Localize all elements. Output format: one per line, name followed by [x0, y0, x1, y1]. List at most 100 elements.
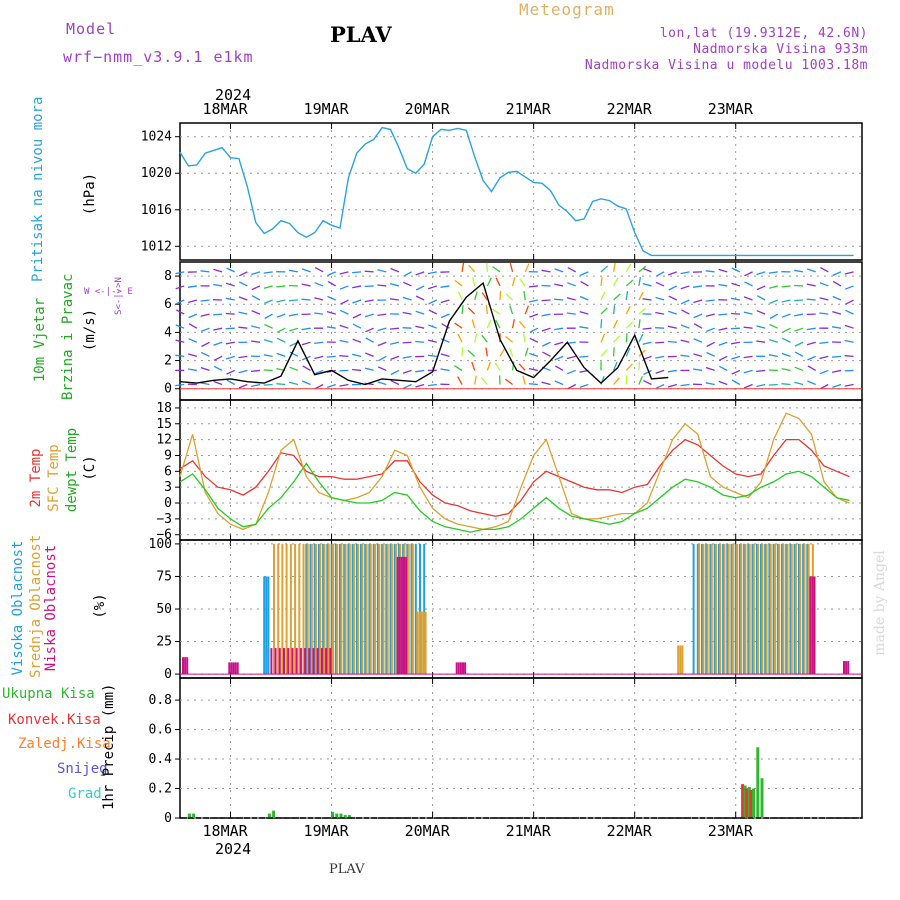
wind-arrow	[276, 299, 286, 303]
wind-arrow	[541, 313, 551, 317]
wind-arrow	[655, 296, 665, 301]
wind-arrow	[705, 270, 715, 273]
wind-arrow	[468, 264, 476, 273]
day-label: 19MAR	[303, 822, 349, 840]
product-title: Meteogram	[519, 0, 615, 19]
wind-arrow	[301, 268, 311, 273]
wind-arrow	[781, 352, 791, 357]
wind-arrow	[326, 369, 336, 373]
wind-arrow	[327, 295, 337, 301]
wind-arrow	[680, 299, 690, 305]
wind-arrow	[566, 312, 576, 315]
wind-arrow	[768, 271, 778, 274]
y-tick-label: 1016	[141, 203, 172, 218]
wind-arrow	[499, 290, 502, 301]
t2m-line	[179, 438, 850, 517]
wind-arrow	[485, 347, 488, 357]
wind-arrow	[769, 299, 779, 305]
wind-arrow	[288, 299, 298, 302]
wind-arrow	[251, 325, 261, 329]
wind-arrow	[524, 263, 530, 273]
wind-arrow	[263, 354, 273, 357]
wind-arrow	[667, 369, 677, 373]
wind-arrow	[600, 307, 608, 315]
wind-arrow	[428, 324, 438, 329]
wind-arrow	[528, 299, 538, 303]
wind-arrow	[542, 351, 551, 357]
wind-arrow	[567, 267, 577, 273]
wind-arrow	[352, 313, 362, 319]
wind-arrow	[718, 268, 728, 273]
wind-arrow	[625, 279, 634, 287]
wind-arrow	[625, 363, 633, 371]
wind-arrow	[743, 355, 753, 359]
station-title: PLAV	[330, 22, 392, 47]
wind-arrow	[225, 312, 235, 315]
wind-arrow	[314, 267, 324, 273]
wind-arrow	[225, 297, 235, 301]
wind-arrow	[819, 369, 829, 375]
wind-arrow	[730, 341, 741, 345]
wind-arrow	[505, 293, 514, 301]
wind-arrow	[365, 327, 374, 333]
wind-arrow	[756, 325, 766, 329]
y-tick-label: 2	[164, 354, 172, 369]
wind-arrow	[794, 351, 804, 357]
wind-arrow	[238, 311, 248, 315]
wind-arrow	[213, 341, 223, 346]
wind-arrow	[541, 381, 551, 386]
wind-arrow	[474, 291, 478, 301]
wind-arrow	[794, 269, 804, 273]
y-tick-label: 100	[149, 537, 172, 552]
wind-arrow	[844, 355, 854, 357]
wind-arrow	[642, 327, 652, 330]
wind-arrow	[238, 369, 248, 374]
wind-arrow	[175, 339, 185, 343]
wind-arrow	[529, 313, 539, 318]
wind-arrow	[844, 285, 854, 290]
day-label: 21MAR	[505, 822, 551, 840]
coords-text: lon,lat (19.9312E, 42.6N)	[659, 26, 868, 41]
wind-arrow	[638, 333, 644, 343]
wind-arrow	[175, 354, 185, 357]
wind-arrow	[175, 271, 185, 275]
wind-arrow	[844, 383, 854, 387]
wind-arrow	[625, 305, 631, 315]
wind-arrow	[756, 285, 766, 291]
wind-arrow	[415, 340, 425, 343]
wind-arrow	[213, 283, 223, 287]
wind-arrow	[806, 268, 816, 273]
wind-arrow	[352, 338, 362, 343]
wind-arrow	[314, 355, 324, 360]
wind-arrow	[625, 263, 632, 273]
wind-arrow	[238, 326, 248, 329]
wind-arrow	[579, 310, 589, 315]
y-tick-label: 4	[164, 325, 172, 340]
day-label: 22MAR	[606, 100, 652, 118]
wind-arrow	[554, 298, 564, 301]
wind-arrow	[251, 340, 261, 343]
y-tick-label: 9	[164, 448, 172, 463]
wind-arrow	[541, 299, 551, 302]
wind-arrow	[680, 354, 690, 357]
wind-arrow	[541, 327, 551, 332]
wind-arrow	[314, 282, 324, 287]
wind-arrow	[213, 355, 223, 361]
wind-arrow	[832, 271, 842, 276]
wind-arrow	[467, 307, 476, 315]
wind-arrow	[314, 341, 324, 345]
wind-arrow	[213, 327, 223, 331]
wind-arrow	[326, 355, 336, 358]
wind-arrow	[806, 283, 816, 287]
wind-arrow	[680, 383, 690, 387]
precip-legend-conv: Konvek.Kisa	[8, 712, 101, 728]
wind-arrow	[693, 299, 703, 304]
wind-arrow	[440, 368, 450, 372]
wind-arrow	[528, 367, 538, 372]
wind-arrow	[693, 323, 703, 329]
wind-arrow	[288, 313, 298, 317]
wind-arrow	[492, 308, 501, 315]
wind-arrow	[638, 361, 641, 371]
y-tick-label: −6	[156, 528, 172, 543]
wind-arrow	[844, 324, 854, 329]
